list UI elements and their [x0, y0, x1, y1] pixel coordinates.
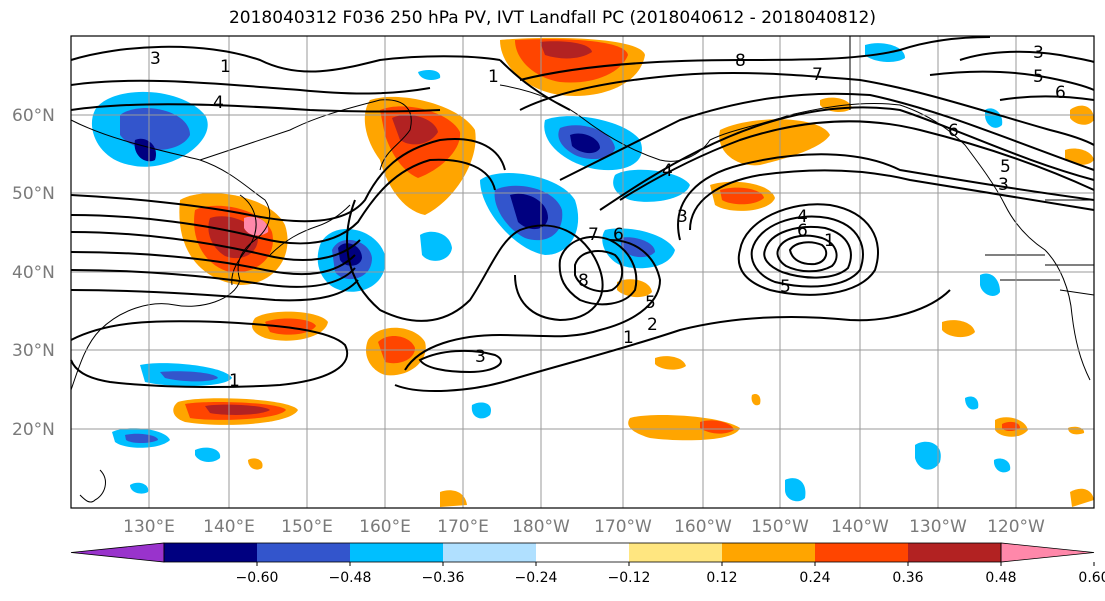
lon-label: 140°W — [831, 517, 889, 537]
contour-label: 7 — [812, 65, 823, 85]
colorbar-extend-min — [70, 542, 165, 563]
contour-label: 5 — [1033, 67, 1044, 87]
colorbar-tick-label: 0.60 — [1078, 570, 1105, 586]
ivt-contours — [70, 36, 1095, 392]
contour-label: 3 — [1033, 43, 1044, 63]
lon-label: 150°W — [751, 517, 809, 537]
contour-label: 5 — [645, 293, 656, 313]
contour-label: 6 — [797, 221, 808, 241]
contour-label: 5 — [1000, 157, 1011, 177]
contour-label: 3 — [677, 207, 688, 227]
contour-label: 4 — [213, 93, 224, 113]
lon-label: 130°W — [909, 517, 967, 537]
contour-label: 1 — [623, 328, 634, 348]
contour-label: 1 — [488, 67, 499, 87]
colorbar-tick-label: 0.36 — [892, 570, 923, 586]
contour-label: 1 — [229, 371, 240, 391]
pv-shading — [91, 37, 1094, 507]
colorbar-extend-max — [1000, 542, 1095, 563]
lon-label: 150°E — [281, 517, 333, 537]
latitude-labels: 60°N 50°N 40°N 30°N 20°N — [12, 106, 55, 440]
contour-label: 3 — [150, 49, 161, 69]
lon-label: 120°W — [987, 517, 1045, 537]
coastlines — [70, 36, 1095, 503]
contour-label: 3 — [475, 347, 486, 367]
contour-label: 7 — [588, 225, 599, 245]
colorbar-tick-label: −0.60 — [236, 570, 279, 586]
lat-label: 60°N — [12, 106, 55, 126]
lon-label: 130°E — [123, 517, 175, 537]
colorbar-tick-label: 0.48 — [985, 570, 1016, 586]
contour-label: 3 — [998, 175, 1009, 195]
map-frame — [70, 35, 1095, 509]
contour-labels: 3 1 4 1 8 7 3 5 6 6 5 3 4 3 4 6 1 7 6 8 … — [150, 43, 1066, 391]
colorbar-segment — [257, 543, 350, 562]
colorbar-segment — [908, 543, 1001, 562]
lon-label: 160°E — [359, 517, 411, 537]
colorbar-tick-label: −0.36 — [422, 570, 465, 586]
longitude-labels: 130°E 140°E 150°E 160°E 170°E 180°W 170°… — [123, 517, 1045, 537]
contour-label: 6 — [948, 121, 959, 141]
colorbar-tick-label: −0.12 — [608, 570, 651, 586]
contour-label: 8 — [735, 51, 746, 71]
contour-label: 8 — [578, 271, 589, 291]
colorbar-segment — [815, 543, 908, 562]
lat-label: 30°N — [12, 341, 55, 361]
contour-label: 6 — [1055, 83, 1066, 103]
colorbar-tick-label: −0.24 — [515, 570, 558, 586]
lon-label: 170°W — [594, 517, 652, 537]
contour-label: 1 — [220, 57, 231, 77]
colorbar-tick-label: −0.48 — [329, 570, 372, 586]
contour-label: 2 — [647, 315, 658, 335]
lat-label: 50°N — [12, 184, 55, 204]
colorbar-tick-label: 0.12 — [706, 570, 737, 586]
contour-label: 4 — [662, 161, 673, 181]
lat-label: 40°N — [12, 263, 55, 283]
contour-label: 1 — [824, 231, 835, 251]
colorbar-segment — [536, 543, 629, 562]
colorbar: −0.60 −0.48 −0.36 −0.24 −0.12 0.12 0.24 0.36 0.4… — [70, 542, 1105, 586]
lon-label: 140°E — [203, 517, 255, 537]
colorbar-segment — [629, 543, 722, 562]
lon-label: 180°W — [512, 517, 570, 537]
lon-label: 160°W — [674, 517, 732, 537]
colorbar-segment — [443, 543, 536, 562]
lon-label: 170°E — [437, 517, 489, 537]
colorbar-tick-label: 0.24 — [799, 570, 830, 586]
colorbar-segment — [722, 543, 815, 562]
lat-label: 20°N — [12, 420, 55, 440]
colorbar-outline — [163, 542, 1002, 563]
colorbar-segment — [350, 543, 443, 562]
contour-label: 5 — [780, 277, 791, 297]
colorbar-segment — [164, 543, 257, 562]
map-title: 2018040312 F036 250 hPa PV, IVT Landfall… — [228, 8, 876, 28]
contour-label: 6 — [613, 225, 624, 245]
contour-label: 4 — [797, 207, 808, 227]
